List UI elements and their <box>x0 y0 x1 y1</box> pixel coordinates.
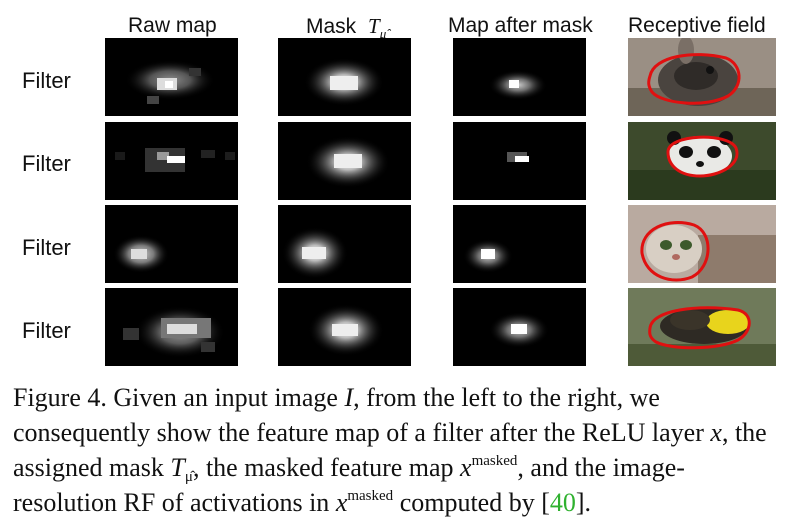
receptive-field-row4 <box>628 288 776 366</box>
column-header-raw-map: Raw map <box>128 14 217 37</box>
mask-row1-heatmap <box>304 58 384 106</box>
receptive-field-row2 <box>628 122 776 200</box>
panda-image <box>628 122 776 200</box>
bird-image <box>628 288 776 366</box>
figure-caption: Figure 4. Given an input image I, from t… <box>13 383 767 517</box>
receptive-field-row3 <box>628 205 776 283</box>
receptive-field-row1 <box>628 38 776 116</box>
row-label-4: Filter <box>22 318 71 343</box>
raw-map-row3-heatmap <box>113 235 169 273</box>
raw-map-row1-heatmap <box>125 60 215 104</box>
raw-map-row2-heatmap <box>115 148 235 172</box>
map-after-mask-row2 <box>453 122 586 200</box>
raw-map-row4 <box>105 288 238 366</box>
mask-row4 <box>278 288 411 366</box>
mask-row2 <box>278 122 411 200</box>
column-header-mask: Mask Tμ̂ <box>306 14 387 41</box>
map-after-mask-row3 <box>453 205 586 283</box>
map-after-mask-row4-heatmap <box>489 312 549 348</box>
citation-link[interactable]: 40 <box>549 488 576 517</box>
column-header-receptive-field: Receptive field <box>628 14 766 37</box>
map-after-mask-row4 <box>453 288 586 366</box>
mask-label: Mask <box>306 15 357 38</box>
raw-map-row2 <box>105 122 238 200</box>
mask-row2-heatmap <box>306 136 390 188</box>
row-label-3: Filter <box>22 235 71 260</box>
mask-row4-heatmap <box>308 304 384 356</box>
map-after-mask-row2-heatmap <box>507 152 529 162</box>
raw-map-row3 <box>105 205 238 283</box>
map-after-mask-row1-heatmap <box>489 70 547 100</box>
map-after-mask-row3-heatmap <box>463 239 513 273</box>
column-header-map-after-mask: Map after mask <box>448 14 593 37</box>
map-after-mask-row1 <box>453 38 586 116</box>
raw-map-row1 <box>105 38 238 116</box>
cat-image <box>628 205 776 283</box>
row-label-2: Filter <box>22 151 71 176</box>
mask-symbol: Tμ̂ <box>368 14 387 41</box>
raw-map-row4-heatmap <box>123 306 225 358</box>
mask-row3 <box>278 205 411 283</box>
row-label-1: Filter <box>22 68 71 93</box>
rabbit-image <box>628 38 776 116</box>
mask-row1 <box>278 38 411 116</box>
mask-row3-heatmap <box>282 227 348 279</box>
